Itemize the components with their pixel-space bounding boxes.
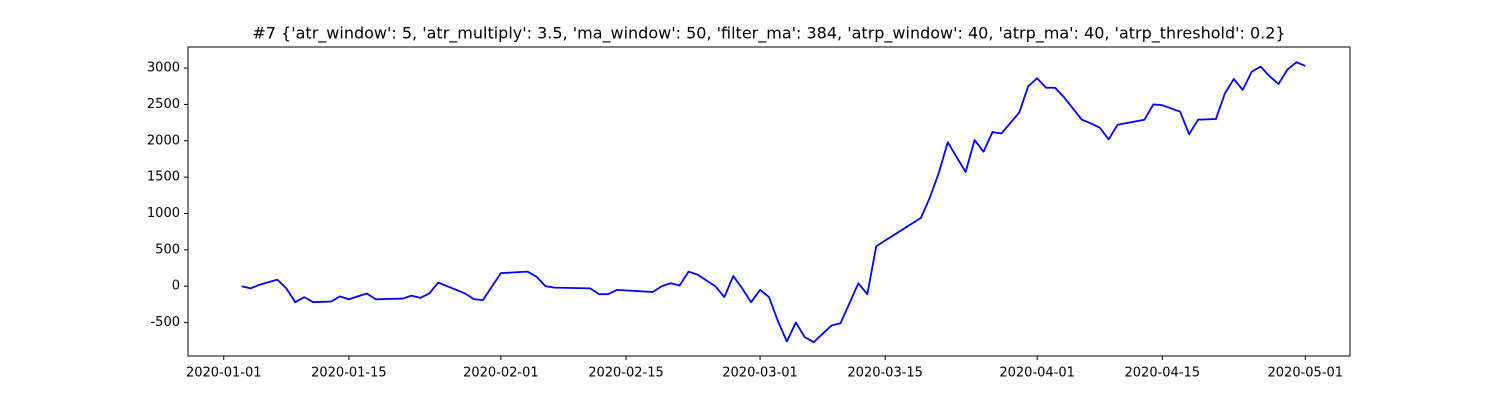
chart-title: #7 {'atr_window': 5, 'atr_multiply': 3.5… <box>252 24 1285 44</box>
y-tick-label: 3000 <box>147 61 180 76</box>
x-tick-label: 2020-01-15 <box>311 366 387 381</box>
y-tick-label: 500 <box>155 242 180 257</box>
x-tick-label: 2020-04-15 <box>1125 366 1201 381</box>
x-tick-label: 2020-02-15 <box>588 366 664 381</box>
x-tick-label: 2020-02-01 <box>463 366 539 381</box>
y-tick-label: 0 <box>172 279 180 294</box>
x-tick-label: 2020-03-01 <box>722 366 798 381</box>
x-tick-label: 2020-04-01 <box>999 366 1075 381</box>
y-tick-label: 2500 <box>147 97 180 112</box>
line <box>241 61 1306 344</box>
y-tick-label: -500 <box>150 315 180 330</box>
y-tick-label: 1500 <box>147 170 180 185</box>
y-tick-label: 1000 <box>147 206 180 221</box>
plot-frame <box>187 46 1351 357</box>
y-tick-label: 2000 <box>147 133 180 148</box>
x-tick-label: 2020-03-15 <box>847 366 923 381</box>
x-tick-label: 2020-05-01 <box>1268 366 1344 381</box>
x-tick-label: 2020-01-01 <box>186 366 262 381</box>
